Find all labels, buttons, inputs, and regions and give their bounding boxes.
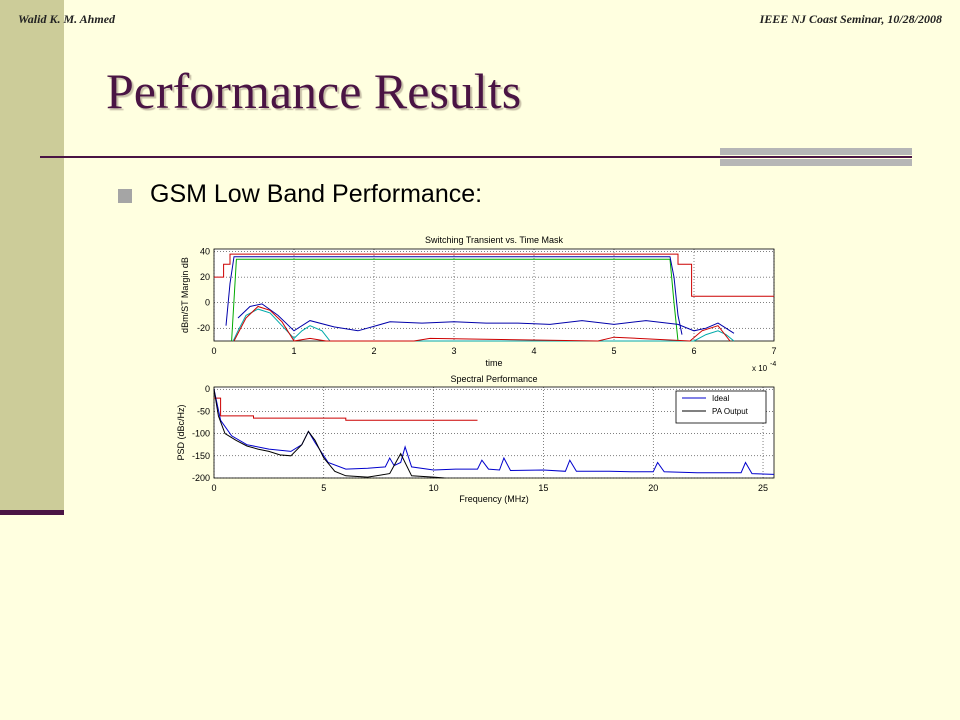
chart-1-ytick-label: -100 (192, 429, 210, 439)
chart-0-xtick-label: 0 (211, 346, 216, 356)
header-event: IEEE NJ Coast Seminar, 10/28/2008 (759, 12, 942, 26)
chart-0-ytick-label: 0 (205, 298, 210, 308)
title-rule (40, 156, 912, 158)
chart-1-legend-label: PA Output (712, 407, 749, 416)
chart-0-exponent-power: -4 (770, 361, 776, 368)
chart-0-ytick-label: -20 (197, 323, 210, 333)
chart-1-legend (675, 390, 767, 424)
chart-1-xtick-label: 0 (211, 483, 216, 493)
chart-1-title: Spectral Performance (450, 374, 537, 384)
chart-0-series-0-line (214, 253, 774, 297)
chart-0-series-4-line (237, 303, 735, 334)
chart-0-xtick-label: 1 (291, 346, 296, 356)
chart-0-ytick-label: 40 (200, 247, 210, 257)
chart-0-xtick-label: 4 (531, 346, 536, 356)
chart-0-series-5-line (233, 305, 731, 342)
chart-0-ytick-label: 20 (200, 272, 210, 282)
left-accent-bar (0, 0, 64, 512)
chart-0-xtick-label: 3 (451, 346, 456, 356)
chart-0-xtick-label: 5 (611, 346, 616, 356)
chart-1-ylabel: PSD (dBc/Hz) (176, 404, 186, 460)
chart-1-xtick-label: 15 (538, 483, 548, 493)
chart-1-ytick-label: 0 (205, 384, 210, 394)
chart-1-xtick-label: 20 (648, 483, 658, 493)
chart-0-exponent-label: x 10 (752, 364, 768, 373)
slide-title: Performance Results (106, 63, 522, 119)
chart-1-xtick-label: 25 (758, 483, 768, 493)
chart-1-xlabel: Frequency (MHz) (459, 494, 529, 504)
chart-1-xtick-label: 5 (321, 483, 326, 493)
chart-1-legend-label: Ideal (712, 394, 730, 403)
chart-0-xtick-label: 2 (371, 346, 376, 356)
chart-1-ytick-label: -50 (197, 406, 210, 416)
bullet-marker (118, 189, 132, 203)
chart-1-xtick-label: 10 (429, 483, 439, 493)
chart-1-series-2-line (213, 389, 445, 479)
chart-0-xlabel: time (485, 358, 502, 368)
chart-0-xtick-label: 6 (691, 346, 696, 356)
chart-0-series-2-line (225, 256, 683, 335)
chart-0-xtick-label: 7 (771, 346, 776, 356)
chart-0-ylabel: dBm/ST Margin dB (180, 257, 190, 333)
header-author: Walid K. M. Ahmed (18, 12, 116, 26)
chart-0-title: Switching Transient vs. Time Mask (425, 235, 564, 245)
title-rule-accent (720, 148, 912, 166)
chart-1-ytick-label: -200 (192, 473, 210, 483)
left-accent-bar-foot (0, 510, 64, 515)
chart-1-ytick-label: -150 (192, 451, 210, 461)
chart-1-series-0-line (214, 397, 478, 421)
chart-0-plot-area (213, 248, 775, 342)
bullet-text: GSM Low Band Performance: (150, 180, 483, 208)
